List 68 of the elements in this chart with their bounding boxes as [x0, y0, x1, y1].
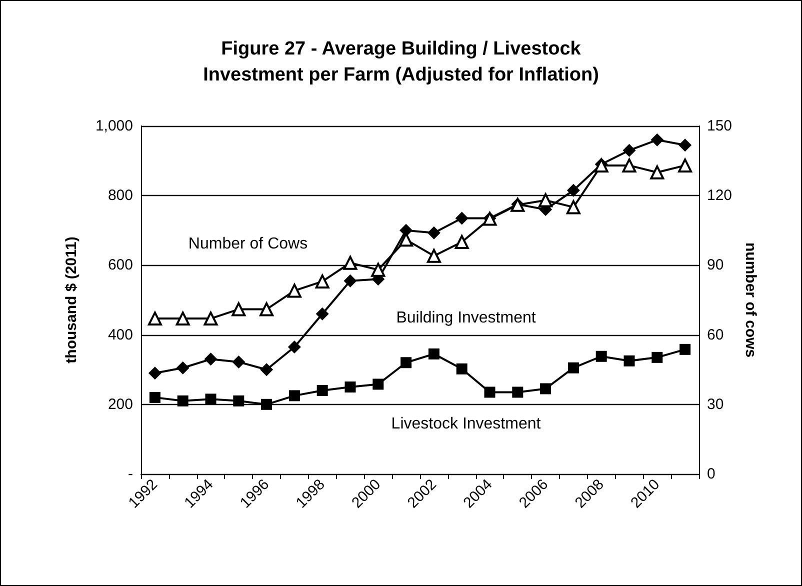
point: [566, 200, 580, 214]
point: [287, 284, 302, 298]
y2-tick-label: 90: [707, 256, 724, 274]
point: [261, 398, 272, 410]
point: [343, 256, 358, 270]
point: [372, 378, 384, 390]
point: [288, 390, 300, 402]
y2-tick-label: 30: [707, 396, 724, 413]
y-tick-label: 800: [108, 187, 133, 204]
point: [650, 133, 664, 146]
chart-title: Figure 27 - Average Building / Livestock Investment per Farm (Adjusted for Inflation): [203, 38, 599, 86]
point: [316, 307, 329, 320]
point: [427, 226, 440, 240]
point: [149, 392, 160, 403]
point: [568, 362, 579, 374]
y-tick-label: 600: [108, 256, 133, 274]
point: [650, 165, 664, 180]
point: [455, 212, 468, 225]
point: [344, 274, 357, 288]
point: [148, 366, 162, 380]
point: [371, 262, 386, 277]
y2-axis-title: number of cows: [742, 242, 759, 358]
y2-tick-label: 150: [707, 118, 732, 134]
point: [678, 158, 692, 172]
point: [426, 248, 441, 263]
series-label: Building Investment: [396, 310, 536, 326]
point: [344, 382, 356, 392]
series-label: Number of Cows: [188, 236, 308, 252]
point: [148, 312, 162, 326]
point: [204, 352, 218, 366]
point: [652, 352, 663, 363]
point: [260, 363, 274, 376]
point: [400, 357, 412, 368]
y-tick-label: 200: [108, 396, 133, 413]
point: [456, 363, 468, 374]
point: [288, 340, 301, 354]
point: [680, 344, 691, 355]
y2-tick-label: 120: [707, 187, 732, 204]
point: [315, 274, 330, 288]
point: [232, 355, 246, 368]
point: [622, 158, 636, 172]
y-tick-label: 400: [108, 326, 133, 344]
point: [204, 312, 218, 326]
point: [596, 350, 607, 362]
point: [233, 395, 244, 406]
point: [566, 184, 580, 197]
series-label: Livestock Investment: [391, 416, 542, 432]
point: [538, 193, 553, 208]
point: [484, 386, 496, 398]
point: [177, 395, 188, 406]
y-axis-title: thousand $ (2011): [63, 236, 80, 364]
y-tick-label: -: [128, 466, 133, 482]
y-tick-label: 1,000: [95, 118, 133, 134]
point: [232, 302, 246, 316]
point: [624, 355, 635, 366]
point: [512, 386, 524, 398]
point: [678, 138, 692, 152]
point: [205, 394, 216, 405]
y2-tick-label: 60: [707, 326, 724, 344]
point: [454, 235, 469, 249]
point: [428, 348, 440, 360]
point: [260, 302, 274, 316]
point: [316, 384, 328, 396]
point: [540, 383, 552, 394]
y2-tick-label: 0: [707, 466, 716, 482]
point: [176, 312, 190, 326]
point: [176, 361, 190, 374]
point: [622, 144, 636, 157]
